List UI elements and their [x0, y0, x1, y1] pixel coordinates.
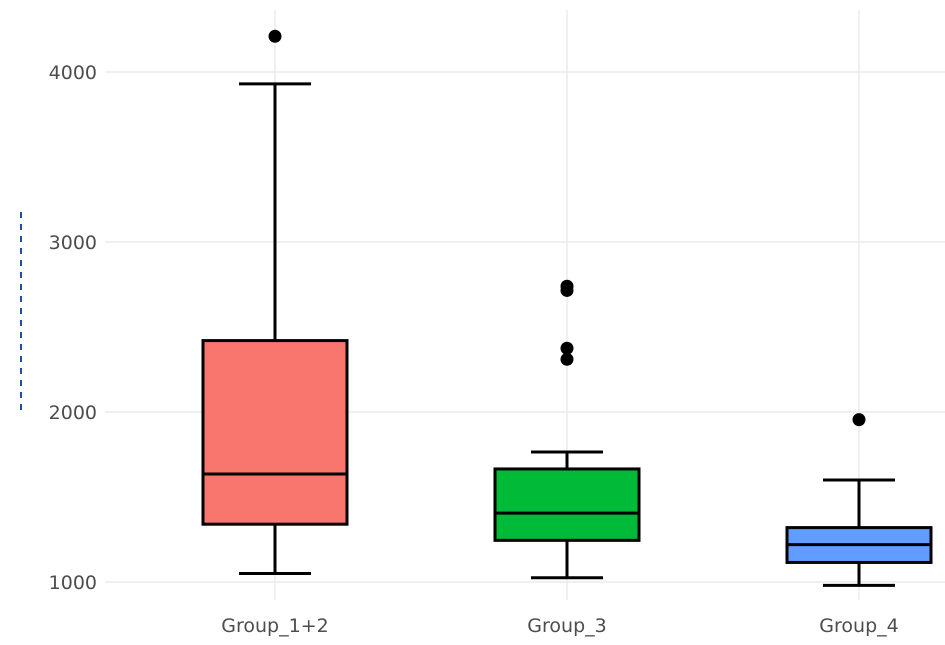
y-axis-label-dash	[20, 296, 22, 302]
box-Group_4	[785, 413, 933, 587]
x-tick-label: Group_4	[819, 615, 898, 637]
y-tick-label: 2000	[49, 402, 97, 424]
y-axis: 1000 2000 3000 4000	[49, 62, 97, 594]
box-Group_1+2	[201, 29, 349, 575]
y-axis-label-dash	[20, 248, 22, 254]
iqr-box	[493, 467, 641, 542]
y-axis-label-dash	[20, 404, 22, 410]
y-axis-label-dash	[20, 368, 22, 374]
boxes-layer	[201, 29, 933, 587]
y-axis-label-dash	[20, 308, 22, 314]
y-axis-label-fragment	[20, 212, 22, 410]
y-axis-label-dash	[20, 344, 22, 350]
x-axis: Group_1+2 Group_3 Group_4	[221, 615, 898, 637]
iqr-box	[201, 339, 349, 526]
y-axis-label-dash	[20, 260, 22, 266]
y-axis-label-dash	[20, 236, 22, 242]
x-tick-label: Group_1+2	[221, 615, 328, 637]
y-tick-label: 3000	[49, 232, 97, 254]
y-axis-label-dash	[20, 356, 22, 362]
y-tick-label: 1000	[49, 572, 97, 594]
y-axis-label-dash	[20, 284, 22, 290]
y-axis-label-dash	[20, 380, 22, 386]
outlier-point	[852, 413, 866, 427]
y-axis-label-dash	[20, 332, 22, 338]
y-tick-label: 4000	[49, 62, 97, 84]
y-axis-label-dash	[20, 392, 22, 398]
outlier-point	[560, 352, 574, 366]
outlier-point	[268, 29, 282, 43]
y-axis-label-dash	[20, 212, 22, 218]
y-axis-label-dash	[20, 272, 22, 278]
outlier-point	[560, 279, 574, 293]
x-tick-label: Group_3	[527, 615, 606, 637]
outlier-point	[560, 341, 574, 355]
y-axis-label-dash	[20, 320, 22, 326]
box-Group_3	[493, 279, 641, 580]
y-axis-label-dash	[20, 224, 22, 230]
